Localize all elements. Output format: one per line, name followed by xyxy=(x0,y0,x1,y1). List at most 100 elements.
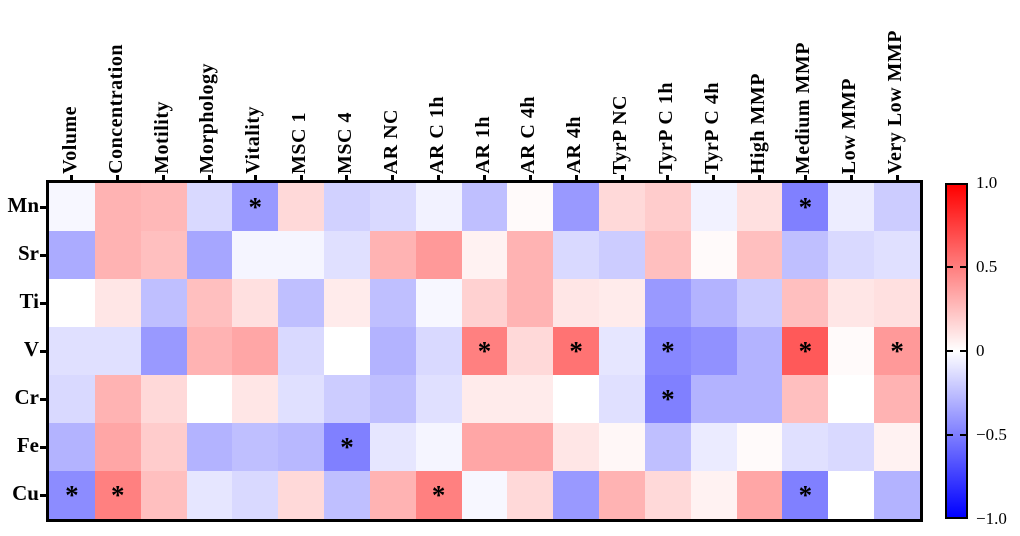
column-label: TyrP C 1h xyxy=(654,82,677,174)
heatmap-cell xyxy=(369,183,416,231)
column-label: MSC 1 xyxy=(288,112,311,174)
heatmap-cell xyxy=(324,183,370,231)
heatmap-cell xyxy=(782,375,829,423)
heatmap-cell xyxy=(736,375,783,423)
heatmap-cell xyxy=(415,183,462,231)
heatmap-cell xyxy=(369,471,416,519)
x-axis-tick xyxy=(574,175,578,183)
colorbar-label: 1.0 xyxy=(976,173,998,192)
row-label: Fe xyxy=(16,433,39,457)
heatmap-cell xyxy=(736,327,783,375)
x-axis-tick xyxy=(437,175,441,183)
heatmap-cell xyxy=(644,279,691,327)
x-axis-tick xyxy=(666,175,670,183)
x-axis-tick xyxy=(483,175,486,183)
x-axis-tick xyxy=(391,175,395,183)
heatmap-cell xyxy=(186,423,233,471)
heatmap-cell xyxy=(232,231,279,279)
heatmap-cell xyxy=(94,423,141,471)
column-label: AR 4h xyxy=(563,116,586,174)
column-label: High MMP xyxy=(746,72,769,174)
heatmap-cell xyxy=(874,423,920,471)
heatmap-cell xyxy=(232,327,279,375)
significance-asterisk: * xyxy=(798,191,813,222)
heatmap-cell xyxy=(94,231,141,279)
colorbar-tick xyxy=(960,434,966,436)
heatmap-cell xyxy=(736,471,783,519)
column-label: TyrP NC xyxy=(609,94,632,174)
column-label: Very Low MMP xyxy=(884,29,907,174)
heatmap-cell xyxy=(507,183,554,231)
heatmap-cell xyxy=(828,327,875,375)
heatmap-cell xyxy=(507,279,554,327)
heatmap-cell xyxy=(507,471,554,519)
heatmap-cell xyxy=(690,423,737,471)
x-axis-tick xyxy=(299,175,303,183)
heatmap-cell xyxy=(369,423,416,471)
y-axis-tick xyxy=(40,493,49,497)
heatmap-cell xyxy=(736,279,783,327)
heatmap-grid: * * * * * * * * * * * * * xyxy=(46,180,923,522)
heatmap-cell: * xyxy=(324,423,370,471)
column-label: Vitality xyxy=(242,106,265,174)
x-axis-tick xyxy=(345,175,349,183)
colorbar-tick xyxy=(960,266,966,268)
heatmap-cell xyxy=(599,423,645,471)
heatmap-cell xyxy=(186,327,233,375)
x-axis-tick xyxy=(253,175,257,183)
heatmap-cell: * xyxy=(782,183,829,231)
y-axis-tick xyxy=(40,301,49,305)
heatmap-cell: * xyxy=(49,471,95,519)
x-axis-tick xyxy=(70,175,74,183)
significance-asterisk: * xyxy=(477,335,492,366)
x-axis-tick xyxy=(207,175,211,183)
heatmap-cell xyxy=(324,327,370,375)
significance-asterisk: * xyxy=(798,335,813,366)
heatmap-cell xyxy=(874,183,920,231)
heatmap-cell xyxy=(186,183,233,231)
significance-asterisk: * xyxy=(798,479,813,510)
heatmap-cell: * xyxy=(782,327,829,375)
heatmap-cell xyxy=(782,279,829,327)
significance-asterisk: * xyxy=(65,479,79,510)
heatmap-cell xyxy=(49,231,95,279)
heatmap-cell xyxy=(278,423,325,471)
heatmap-cell xyxy=(736,423,783,471)
heatmap-cell: * xyxy=(232,183,279,231)
heatmap-cell xyxy=(186,279,233,327)
x-axis-tick xyxy=(895,175,899,183)
heatmap-cell xyxy=(828,423,875,471)
column-label: Motility xyxy=(150,101,173,174)
heatmap-cell xyxy=(599,375,645,423)
x-axis-tick xyxy=(162,175,166,183)
significance-asterisk: * xyxy=(248,191,263,222)
heatmap-cell xyxy=(49,279,95,327)
significance-asterisk: * xyxy=(661,335,675,366)
heatmap-cell xyxy=(49,423,95,471)
heatmap-cell: * xyxy=(415,471,462,519)
heatmap-cell xyxy=(690,375,737,423)
heatmap-cell xyxy=(415,279,462,327)
heatmap-cell xyxy=(278,471,325,519)
heatmap-cell xyxy=(278,183,325,231)
heatmap-cell xyxy=(415,231,462,279)
heatmap-cell xyxy=(874,375,920,423)
heatmap-cell xyxy=(553,375,600,423)
heatmap-cell xyxy=(828,471,875,519)
heatmap-cell xyxy=(507,375,554,423)
x-axis-tick xyxy=(116,175,120,183)
column-label: Volume xyxy=(58,106,81,174)
heatmap-cell xyxy=(415,327,462,375)
heatmap-cell xyxy=(324,471,370,519)
heatmap-cell xyxy=(140,279,187,327)
x-axis-tick xyxy=(528,175,532,183)
x-axis-tick xyxy=(803,175,807,183)
heatmap-cell xyxy=(599,327,645,375)
heatmap-cell xyxy=(369,279,416,327)
heatmap-cell xyxy=(140,423,187,471)
heatmap-cell xyxy=(461,279,508,327)
column-label: TyrP C 4h xyxy=(700,82,723,174)
column-label: Morphology xyxy=(196,63,219,174)
colorbar-label: −1.0 xyxy=(976,509,1007,528)
